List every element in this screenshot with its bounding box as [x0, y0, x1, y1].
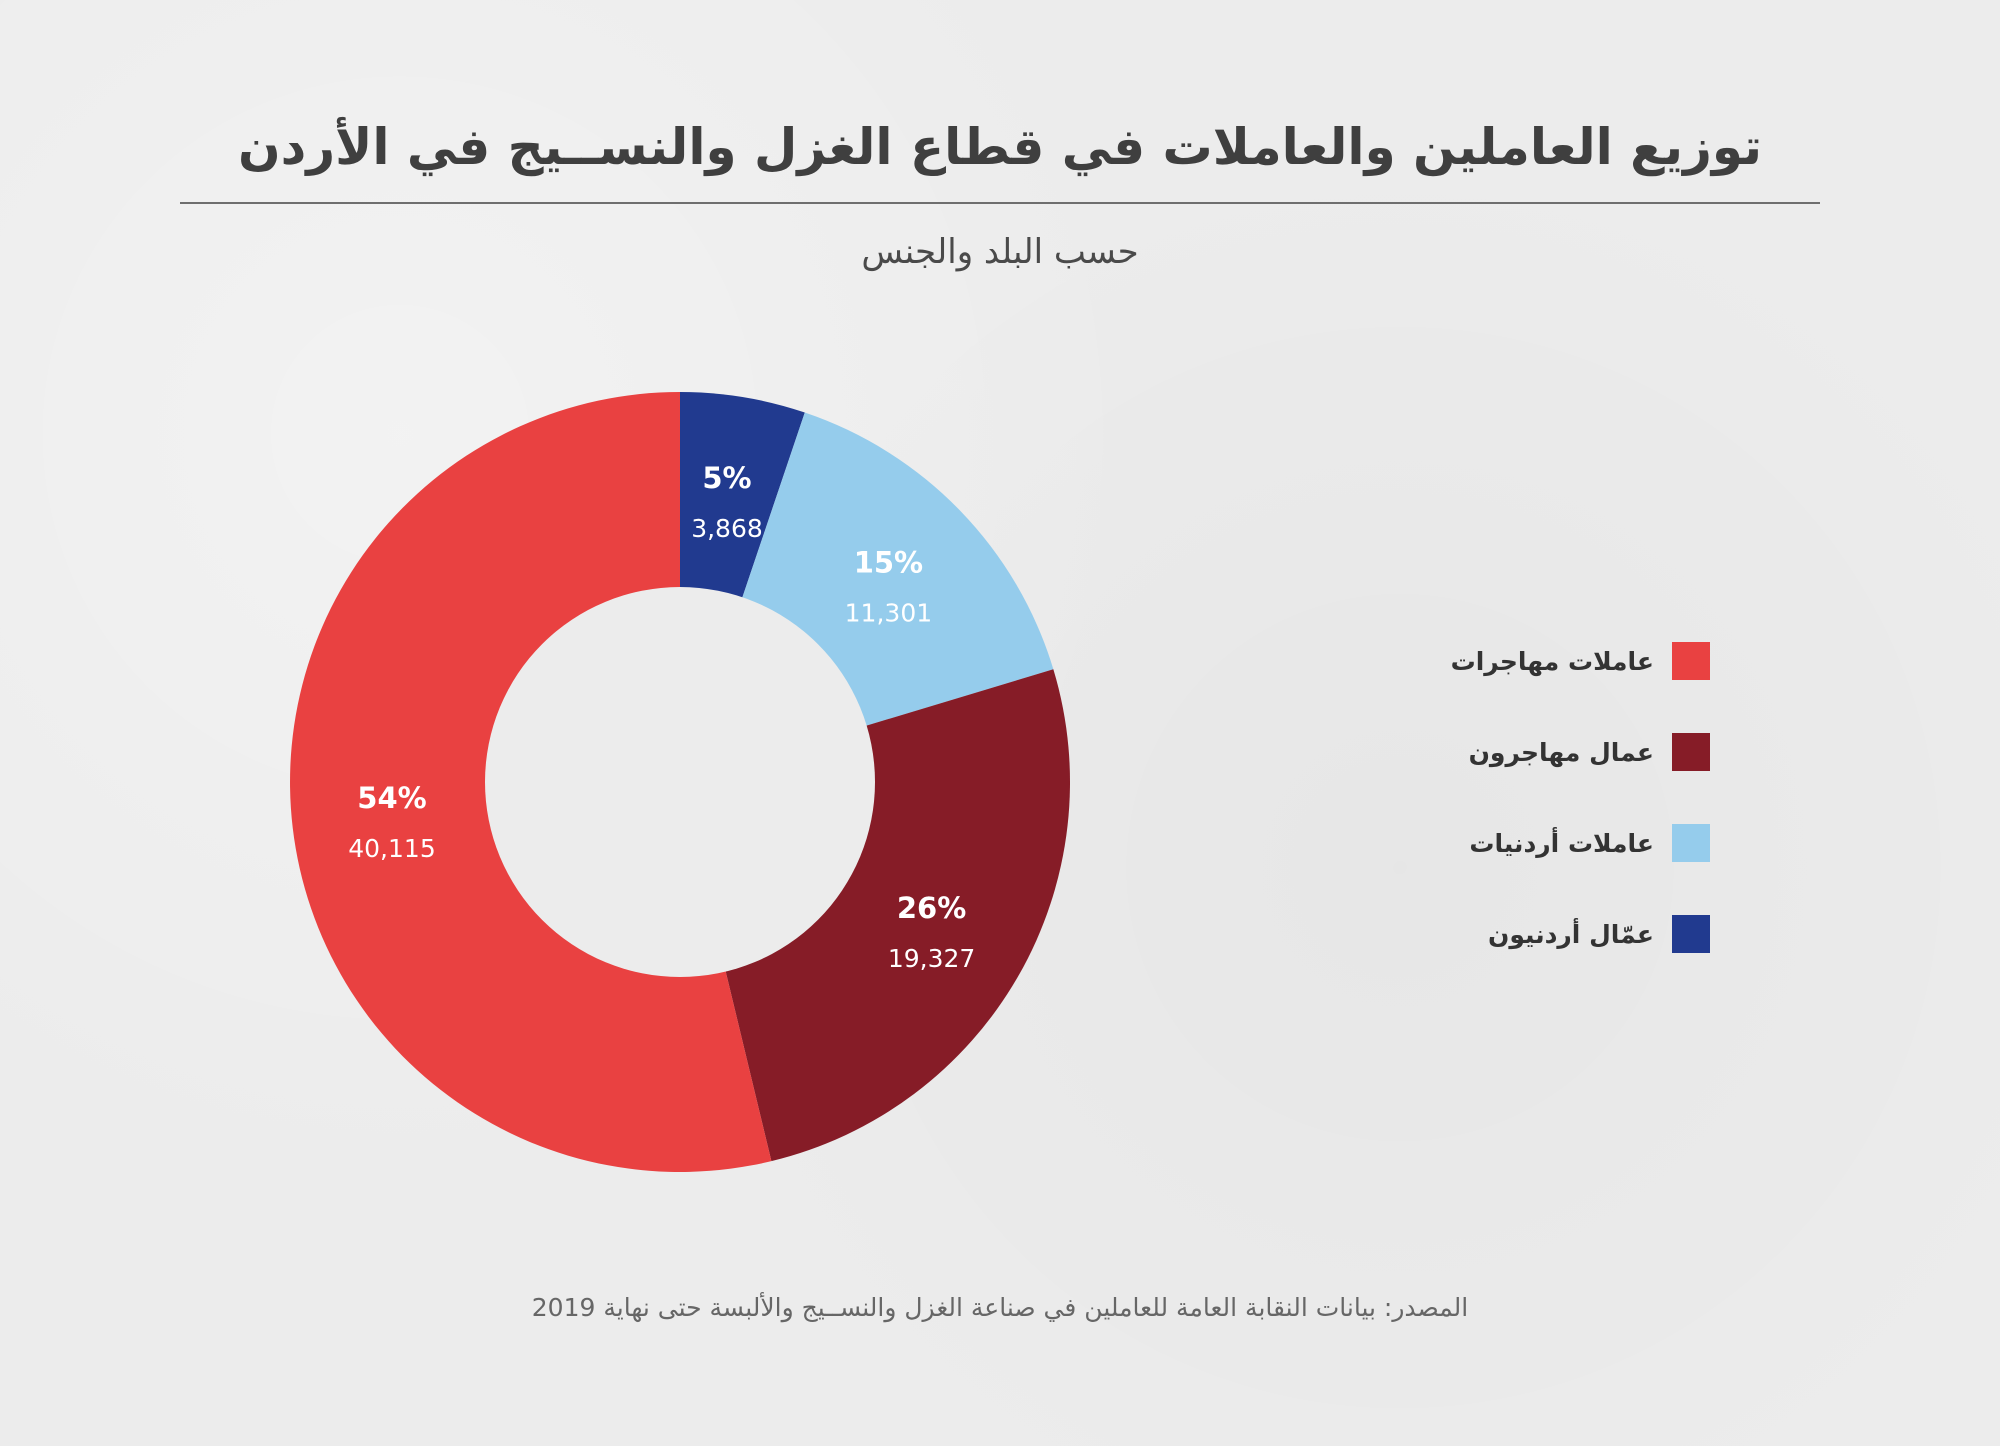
label-layer: 5% 3,868 15% 11,301 26% 19,327 54% 40,115: [348, 461, 975, 973]
slice-value-label-0: 3,868: [691, 514, 763, 543]
slice-percent-label-1: 15%: [854, 545, 923, 579]
slice-value-label-3: 40,115: [348, 834, 435, 863]
legend-label-3: عمّال أردنيون: [1487, 919, 1654, 949]
donut-hole: [485, 587, 875, 977]
legend-label-2: عاملات أردنيات: [1469, 828, 1654, 858]
legend-item-2: عاملات أردنيات: [1380, 822, 1710, 864]
legend-label-1: عمال مهاجرون: [1468, 737, 1654, 767]
slice-value-label-1: 11,301: [845, 598, 932, 627]
legend-item-1: عمال مهاجرون: [1380, 731, 1710, 773]
chart-title: توزيع العاملين والعاملات في قطاع الغزل و…: [238, 118, 1762, 176]
legend-swatch-1: [1672, 733, 1710, 771]
legend-swatch-3: [1672, 915, 1710, 953]
legend-item-0: عاملات مهاجرات: [1380, 640, 1710, 682]
legend-label-0: عاملات مهاجرات: [1450, 646, 1654, 676]
title-divider: [180, 202, 1820, 204]
legend-swatch-2: [1672, 824, 1710, 862]
slice-percent-label-2: 26%: [897, 891, 966, 925]
slice-value-label-2: 19,327: [888, 944, 975, 973]
slice-percent-label-3: 54%: [357, 781, 426, 815]
legend-swatch-0: [1672, 642, 1710, 680]
chart-subtitle: حسب البلد والجنس: [861, 232, 1139, 272]
legend-item-3: عمّال أردنيون: [1380, 913, 1710, 955]
source-note: المصدر: بيانات النقابة العامة للعاملين ف…: [531, 1293, 1469, 1322]
slice-percent-label-0: 5%: [702, 461, 751, 495]
